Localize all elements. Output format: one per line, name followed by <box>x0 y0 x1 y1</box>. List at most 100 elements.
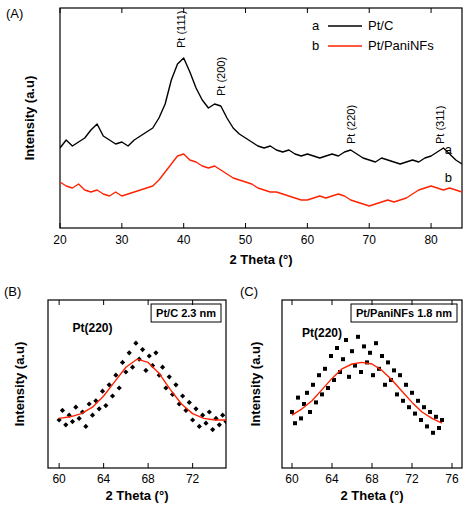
x-tick <box>369 8 370 13</box>
x-tick <box>183 223 184 228</box>
point <box>117 385 122 390</box>
x-tick <box>103 300 104 305</box>
panel-label: (C) <box>240 284 258 299</box>
x-tick-label: 80 <box>424 233 438 247</box>
x-tick <box>245 223 246 228</box>
panel-title: Pt/PaniNFs 1.8 nm <box>356 307 452 319</box>
point <box>77 416 82 421</box>
legend-label: Pt/C <box>368 18 393 33</box>
panel: 606468722 Theta (°)Intensity (a.u)(B)Pt(… <box>4 284 229 503</box>
point <box>362 344 366 348</box>
plot-frame <box>48 300 226 468</box>
point <box>87 401 92 406</box>
point <box>386 360 390 364</box>
title-box <box>351 304 457 322</box>
point <box>344 338 348 342</box>
point <box>329 354 333 358</box>
point <box>440 418 444 422</box>
x-tick-label: 30 <box>115 233 129 247</box>
point <box>395 392 399 396</box>
annotation: Pt (311) <box>434 106 446 144</box>
plot-frame <box>282 300 462 468</box>
point <box>305 391 309 395</box>
point <box>317 373 321 377</box>
point <box>419 418 423 422</box>
point <box>428 410 432 414</box>
x-axis-label: 2 Theta (°) <box>106 488 169 503</box>
plot-frame <box>60 8 462 228</box>
x-tick <box>192 463 193 468</box>
x-tick <box>148 463 149 468</box>
point <box>422 405 426 409</box>
y-axis-label: Intensity (a.u) <box>248 342 263 427</box>
point <box>290 410 294 414</box>
point <box>356 335 360 339</box>
point <box>133 341 138 346</box>
series-line <box>60 58 462 164</box>
x-tick <box>452 463 453 468</box>
point <box>392 368 396 372</box>
x-tick-label: 72 <box>405 472 419 486</box>
point <box>143 368 148 373</box>
point <box>416 399 420 403</box>
annotation: Pt (220) <box>345 105 357 144</box>
point <box>220 413 225 418</box>
point <box>413 412 417 416</box>
point <box>314 400 318 404</box>
point <box>167 374 172 379</box>
x-tick <box>332 300 333 305</box>
panel-label: (B) <box>4 284 21 299</box>
point <box>90 413 95 418</box>
x-axis-label: 2 Theta (°) <box>230 252 293 267</box>
point <box>308 410 312 414</box>
x-tick <box>121 8 122 13</box>
x-axis-label: 2 Theta (°) <box>341 488 404 503</box>
point <box>437 426 441 430</box>
x-tick <box>431 8 432 13</box>
point <box>335 346 339 350</box>
x-tick-label: 20 <box>53 233 67 247</box>
x-tick <box>121 223 122 228</box>
annotation: Pt(220) <box>302 326 342 340</box>
panel: 203040506070802 Theta (°)Intensity (a.u)… <box>6 6 462 267</box>
point <box>299 416 303 420</box>
x-tick-label: 60 <box>285 472 299 486</box>
x-tick-label: 60 <box>301 233 315 247</box>
y-axis-label: Intensity (a.u) <box>12 342 27 427</box>
point <box>73 405 78 410</box>
x-tick-label: 68 <box>141 472 155 486</box>
x-tick <box>148 300 149 305</box>
point <box>320 392 324 396</box>
x-tick-label: 50 <box>239 233 253 247</box>
point <box>140 347 145 352</box>
point <box>160 365 165 370</box>
data-group <box>60 58 462 206</box>
point <box>180 393 185 398</box>
annotation: Pt(220) <box>72 321 112 335</box>
point <box>347 375 351 379</box>
x-tick <box>332 463 333 468</box>
data-group <box>290 335 444 435</box>
series-line <box>292 362 442 423</box>
x-tick <box>412 463 413 468</box>
x-tick <box>245 8 246 13</box>
point <box>103 403 108 408</box>
point <box>383 383 387 387</box>
x-tick <box>60 223 61 228</box>
x-tick-label: 60 <box>52 472 66 486</box>
point <box>63 422 68 427</box>
point <box>153 350 158 355</box>
legend-swatch <box>328 45 362 47</box>
x-tick-label: 72 <box>186 472 200 486</box>
x-tick <box>369 223 370 228</box>
x-tick-label: 68 <box>365 472 379 486</box>
point <box>100 389 105 394</box>
point <box>293 421 297 425</box>
data-group <box>57 341 226 433</box>
point <box>173 382 178 387</box>
x-tick-label: 76 <box>445 472 459 486</box>
legend-tag: a <box>312 18 320 33</box>
point <box>83 424 88 429</box>
point <box>410 391 414 395</box>
panel-label: (A) <box>6 6 23 21</box>
